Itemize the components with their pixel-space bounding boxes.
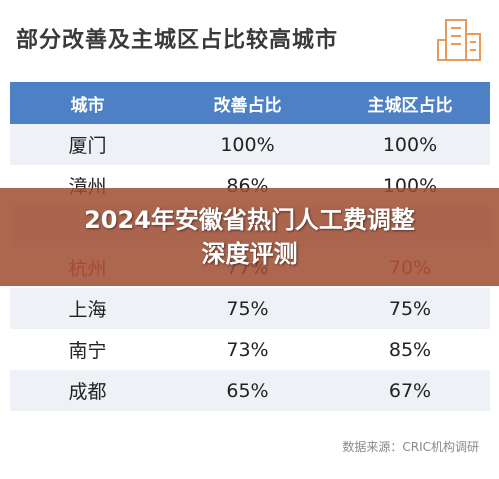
header-row [10, 82, 490, 124]
source: 数据来源：CRIC机构调研 [342, 440, 479, 454]
banner-line: 深度评测 [201, 240, 298, 268]
table-cell: 厦门 [68, 135, 107, 157]
table-cell: 南宁 [68, 340, 107, 362]
row-bg [10, 370, 490, 411]
table-cell: 65% [226, 379, 269, 402]
table-cell: 75% [226, 297, 269, 320]
table-cell: 75% [388, 297, 432, 320]
row-bg [10, 288, 490, 329]
table-cell: 73% [226, 338, 269, 361]
banner: 2024年安徽省热门人工费调整 深度评测 [0, 188, 499, 286]
table-cell: 85% [388, 338, 432, 361]
title: 部分改善及主城区占比较高城市 [16, 28, 339, 53]
building-icon [437, 19, 481, 61]
table-cell: 100% [220, 133, 275, 156]
row-bg [10, 124, 490, 165]
table-cell: 100% [382, 133, 438, 156]
table-cell: 上海 [68, 299, 107, 321]
row-bg [10, 329, 490, 370]
header-cell: 主城区占比 [367, 95, 453, 116]
header-cell: 城市 [70, 95, 105, 116]
table-cell: 成都 [68, 381, 107, 403]
table-cell: 67% [388, 379, 432, 402]
banner-line: 2024年安徽省热门人工费调整 [84, 206, 415, 234]
header-cell: 改善占比 [213, 95, 282, 116]
